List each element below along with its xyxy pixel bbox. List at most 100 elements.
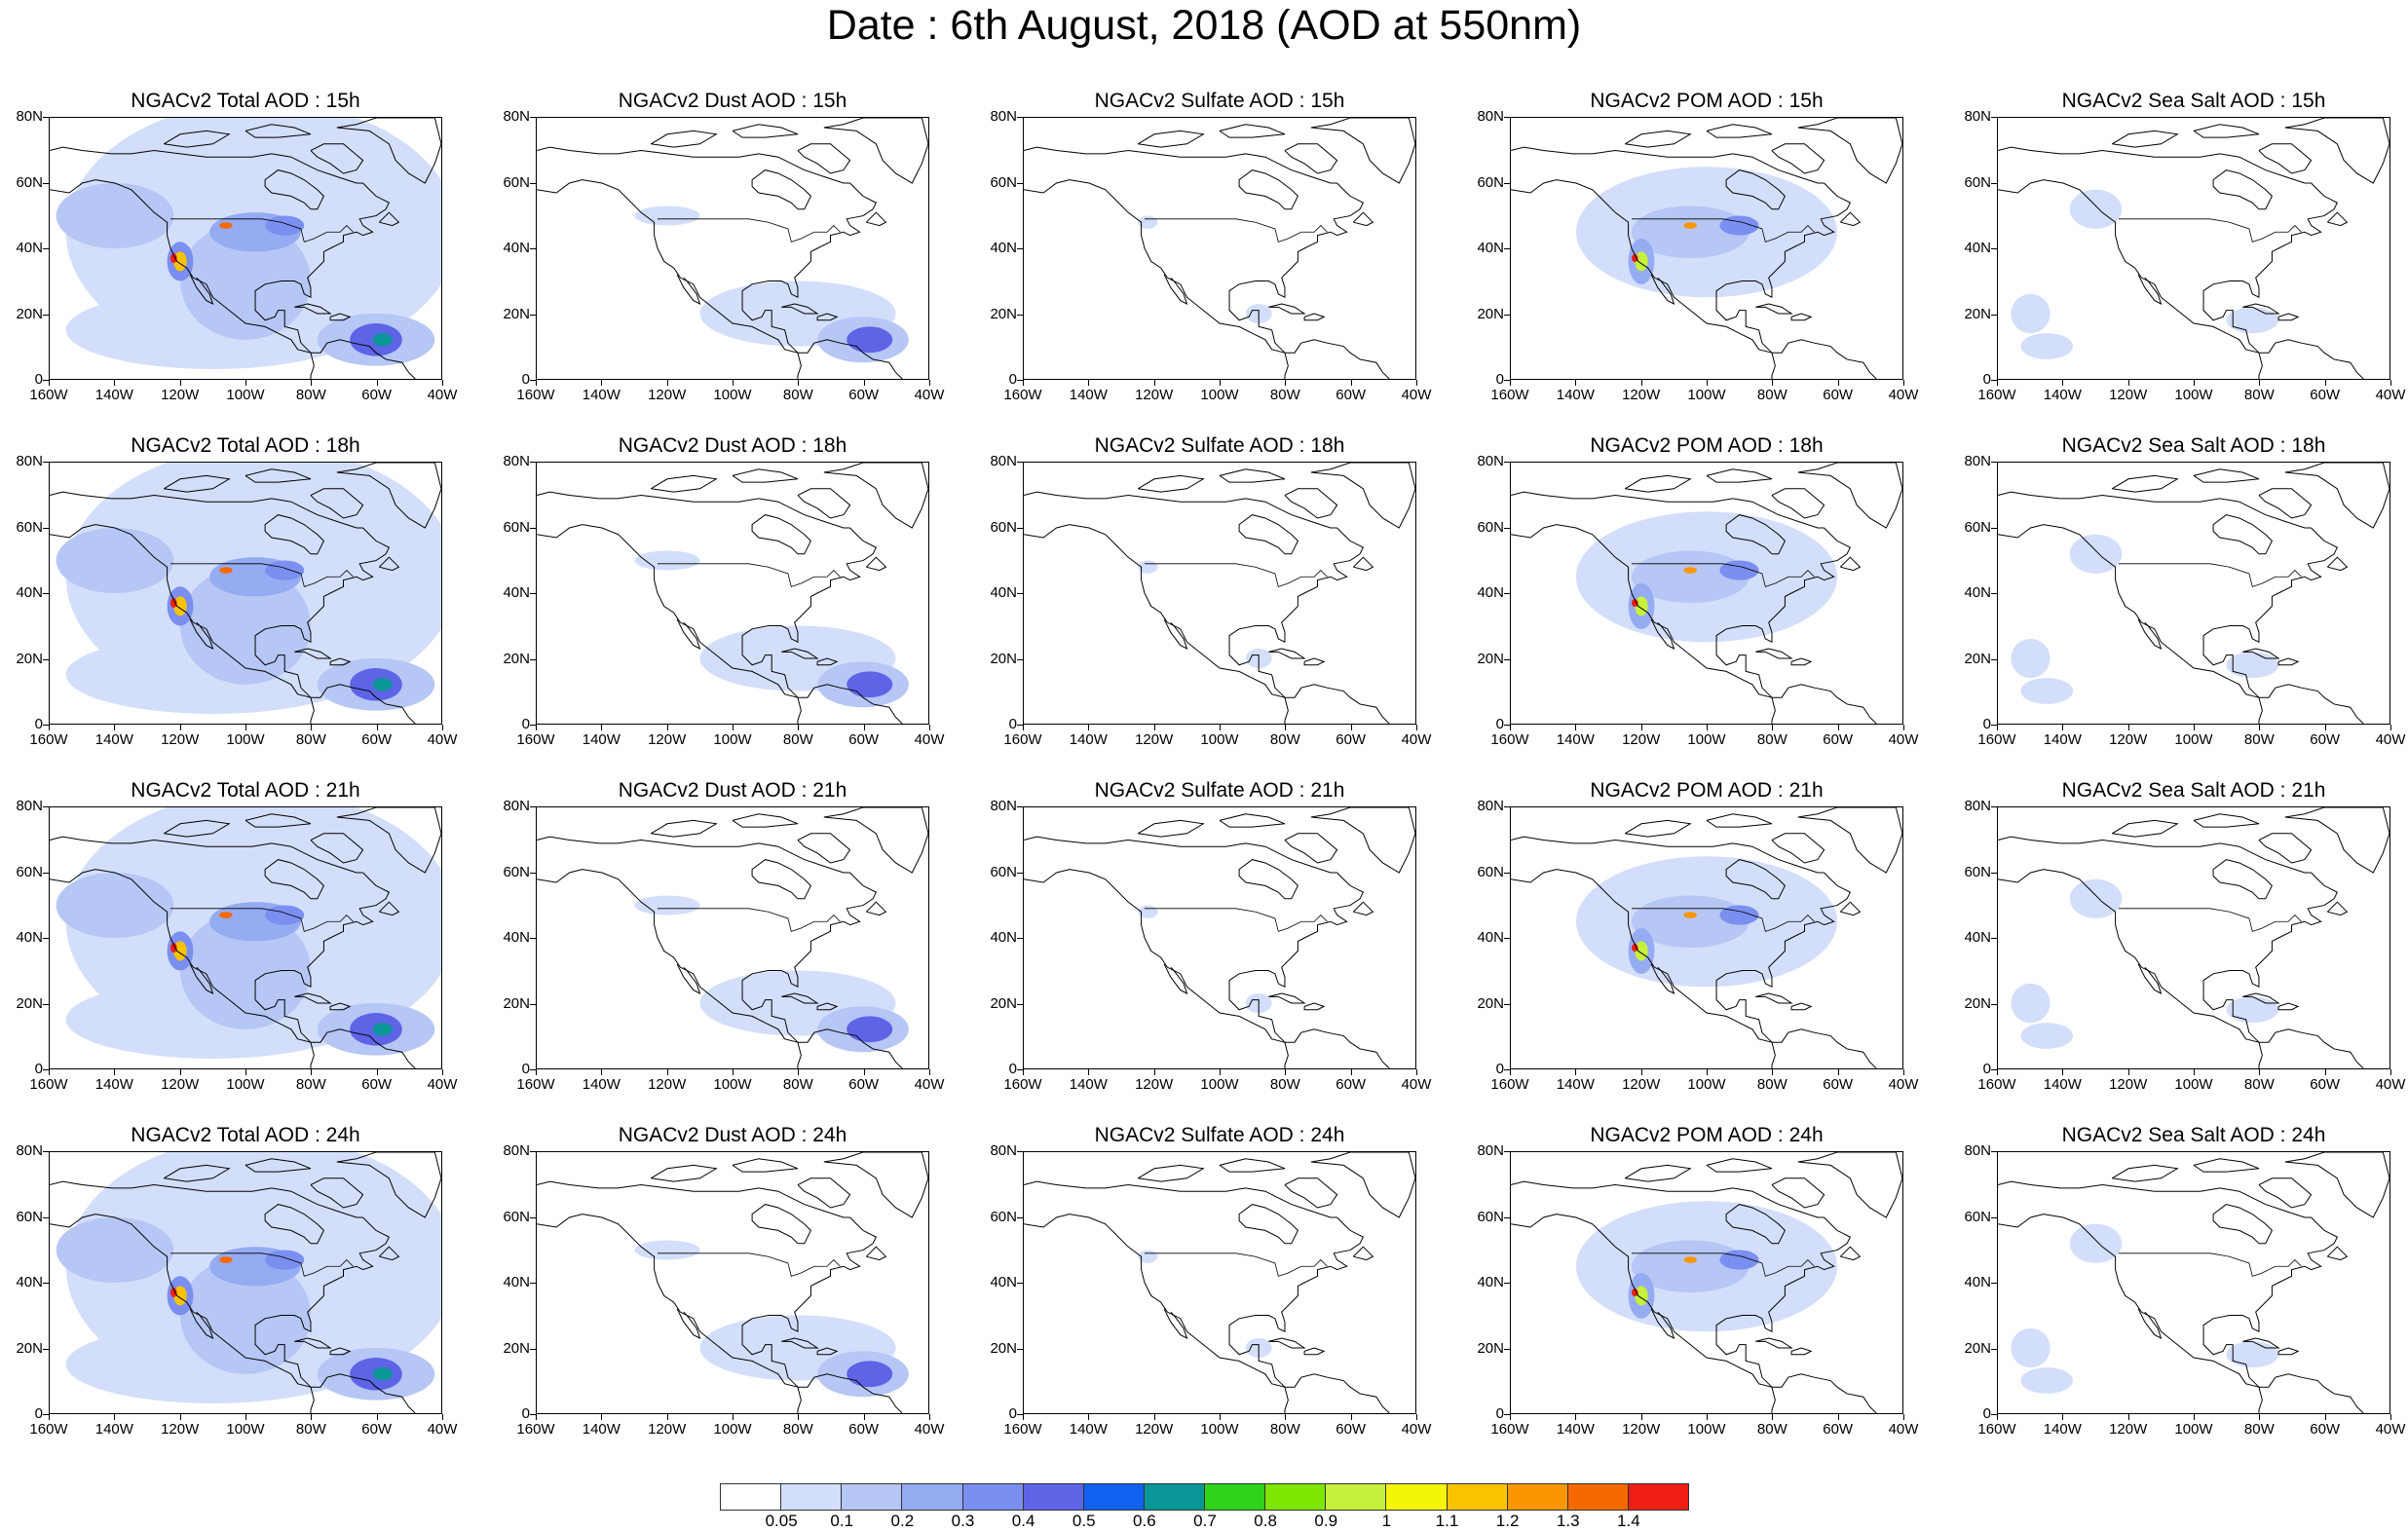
coastline	[336, 1152, 441, 1218]
lat-label: 80N	[16, 453, 43, 469]
map-panel: NGACv2 Dust AOD : 15h 80N 60N 40N 20N 0 160W 14…	[487, 82, 974, 403]
lat-label: 60N	[1964, 1208, 1991, 1225]
lat-label: 40N	[1477, 240, 1504, 256]
map-frame	[49, 462, 442, 725]
lon-tick	[2324, 380, 2326, 386]
lon-label: 60W	[361, 1421, 393, 1438]
colorbar-label: 1	[1381, 1512, 1392, 1530]
country-border	[1144, 218, 1328, 243]
map-frame	[536, 806, 929, 1069]
lon-label: 80W	[2243, 1421, 2275, 1438]
country-border	[1631, 218, 1815, 243]
lon-tick	[929, 725, 930, 730]
aod-shade	[1719, 905, 1759, 925]
coastline	[1771, 339, 1877, 379]
coastline	[2242, 303, 2280, 315]
lon-label: 40W	[1888, 1076, 1919, 1093]
lon-tick	[1350, 380, 1352, 386]
lon-tick	[1707, 725, 1708, 730]
coastline	[1268, 992, 1306, 1004]
coastline	[1303, 657, 1326, 666]
coastline	[163, 474, 231, 493]
lat-tick	[530, 182, 536, 184]
coastline	[1839, 1246, 1862, 1261]
coastline	[1715, 1216, 1852, 1388]
lon-tick	[929, 1069, 930, 1075]
aod-shade	[2226, 307, 2279, 334]
lon-label: 140W	[582, 1076, 621, 1093]
coastline	[676, 963, 701, 994]
lon-label: 160W	[29, 731, 68, 748]
coastline	[1839, 901, 1862, 916]
lon-tick	[245, 1414, 246, 1420]
coastline	[781, 303, 819, 315]
panel-title: NGACv2 Sea Salt AOD : 21h	[2061, 779, 2326, 802]
coastline	[254, 182, 391, 354]
lon-tick	[1772, 380, 1774, 386]
lon-label: 40W	[1401, 387, 1432, 403]
lon-tick	[1023, 1414, 1024, 1420]
coastline	[1238, 859, 1299, 900]
lon-label: 140W	[582, 1421, 621, 1438]
lon-label: 140W	[1556, 1076, 1595, 1093]
map-panel: NGACv2 Total AOD : 15h 80N 60N 40N 20N 0 160W 1…	[0, 82, 487, 403]
lat-tick	[43, 1069, 49, 1070]
coastline	[310, 339, 416, 379]
lat-tick	[1017, 462, 1023, 463]
coastline	[816, 313, 839, 321]
coastline	[537, 836, 850, 874]
coastline	[1284, 684, 1390, 724]
lon-label: 100W	[226, 1421, 265, 1438]
country-border	[1144, 1252, 1328, 1277]
coastline	[2326, 1246, 2349, 1261]
lat-label: 0	[1008, 371, 1017, 388]
map-panel: NGACv2 Total AOD : 21h 80N 60N 40N 20N 0 160W 1…	[0, 771, 487, 1093]
aod-map	[50, 1152, 441, 1413]
coastline	[1839, 556, 1862, 572]
lat-label: 20N	[990, 305, 1017, 322]
lon-tick	[1153, 380, 1155, 386]
coastline	[2284, 807, 2389, 874]
coastline	[1624, 474, 1692, 493]
colorbar-box	[1264, 1483, 1327, 1511]
lat-label: 60N	[1477, 518, 1504, 536]
lat-label: 60N	[1964, 518, 1991, 536]
aod-shade	[219, 567, 233, 574]
map-panel: NGACv2 Sulfate AOD : 21h 80N 60N 40N 20N 0 160…	[974, 771, 1461, 1093]
coastline	[1228, 527, 1365, 698]
lat-tick	[1017, 1069, 1023, 1070]
coastline	[1771, 1373, 1877, 1413]
coastline	[2258, 1177, 2313, 1209]
coastline	[1624, 130, 1692, 148]
coastline	[781, 992, 819, 1004]
country-border	[657, 563, 841, 587]
coastline	[1137, 130, 1205, 148]
lat-tick	[1991, 593, 1997, 594]
panel-title: NGACv2 Dust AOD : 24h	[618, 1124, 847, 1146]
lon-tick	[1350, 1414, 1352, 1420]
lat-label: 60N	[16, 518, 43, 536]
lon-tick	[179, 725, 181, 730]
lon-label: 140W	[2043, 1076, 2082, 1093]
coastline	[1511, 869, 1773, 1043]
lon-label: 120W	[1622, 731, 1661, 748]
coastline	[254, 527, 391, 698]
lon-label: 100W	[713, 387, 752, 403]
country-border	[2118, 563, 2302, 587]
coastline	[2277, 313, 2300, 321]
coastline	[732, 1158, 799, 1173]
lon-tick	[1575, 725, 1577, 730]
lat-tick	[530, 527, 536, 529]
coastline	[676, 274, 701, 305]
aod-map	[537, 807, 928, 1068]
lon-label: 40W	[427, 387, 458, 403]
coastline	[797, 697, 802, 724]
coastline	[2258, 353, 2263, 379]
lon-label: 60W	[1336, 1421, 1367, 1438]
coastline	[1755, 1337, 1793, 1349]
coastline	[1715, 872, 1852, 1043]
lon-tick	[601, 725, 603, 730]
lat-tick	[1504, 1216, 1510, 1218]
lon-tick	[536, 380, 537, 386]
lat-label: 40N	[990, 1274, 1017, 1290]
